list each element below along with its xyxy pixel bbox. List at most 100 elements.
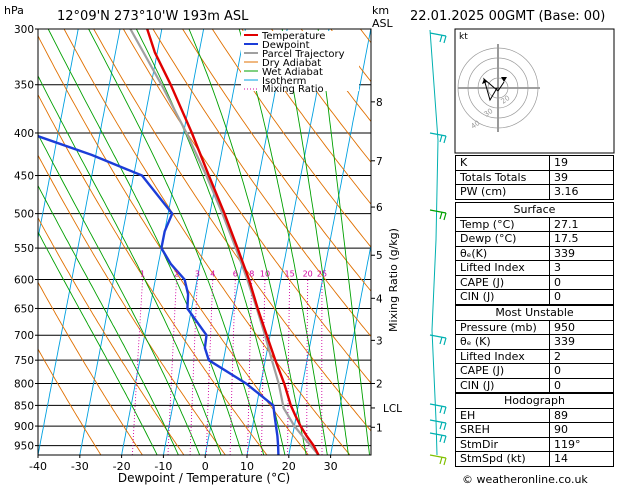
isotherm-line [204,29,288,455]
table-row: StmSpd (kt) 14 [455,451,614,467]
hodograph-table: Hodograph EH 89 SREH 90 StmDir 119° StmSpd … [455,393,614,467]
legend-isotherm: Isotherm [262,76,306,87]
legend-temperature: Temperature [261,31,325,42]
wet-adiabat-line [238,29,328,455]
surface-thetae-label: θₑ(K) [455,245,550,261]
mu-lifted-index-label: Lifted Index [455,348,550,364]
hodograph-storm-marker-icon [501,77,507,82]
mixing-ratio-line [306,279,309,455]
surface-thetae-value: 339 [549,245,614,261]
hodograph-frame [454,28,615,154]
height-tick-label: 1 [376,422,383,434]
stmdir-label: StmDir [455,436,550,452]
wind-barb-icon [429,334,447,346]
pressure-axis: 300 350 400 450 500 550 600 650 700 750 800 850 900 9… [14,24,38,453]
wet-adiabat-line [38,231,158,455]
skewt-profiles [38,29,320,455]
temperature-tick-label: -10 [154,460,172,473]
k-index-value: 19 [549,155,614,171]
surface-cin-label: CIN (J) [455,289,550,305]
isotherm-line [38,29,121,455]
pressure-tick-label: 600 [14,275,34,287]
mixing-ratio-label: 2 [174,270,179,279]
mixing-ratio-label: 20 [303,270,313,279]
dry-adiabat-line [38,348,102,455]
mixing-ratio-line [229,279,236,455]
legend-dewpoint: Dewpoint [262,40,310,51]
mixing-ratio-label: 3 [195,270,200,279]
temperature-axis: -40 -30 -20 -10 0 10 20 30 [29,455,338,473]
k-index-label: K [455,155,550,171]
dry-adiabat-line [93,29,371,432]
temperature-tick-label: -40 [29,460,47,473]
legend-wet-adiabat: Wet Adiabat [262,67,323,78]
wet-adiabat-line [38,133,201,455]
height-tick-label: 8 [376,97,383,109]
height-tick-label: 7 [376,156,383,168]
wind-barb-icon [429,32,447,44]
wet-adiabat-line [281,29,349,455]
hodograph-ring [457,47,539,129]
table-row: θₑ(K) 339 [455,245,614,261]
dry-adiabat-line [63,29,351,455]
pressure-tick-label: 750 [14,355,34,367]
pw-label: PW (cm) [455,184,550,200]
wind-barb-icon [429,419,447,431]
mu-pressure-label: Pressure (mb) [455,319,550,335]
legend: Temperature Dewpoint Parcel Trajectory D… [241,31,359,95]
mu-cin-value: 0 [549,377,614,393]
table-row: θₑ (K) 339 [455,334,614,350]
x-axis-label: Dewpoint / Temperature (°C) [118,471,290,485]
temperature-tick-label: 0 [202,460,209,473]
height-tick-label: 4 [376,293,383,305]
pressure-tick-label: 500 [14,209,34,221]
dry-adiabat-line [122,29,371,384]
height-tick-label: 5 [376,250,383,262]
isotherm-line [330,242,371,455]
table-row: Totals Totals 39 [455,169,614,185]
table-row: Lifted Index 2 [455,348,614,364]
pressure-tick-label: 900 [14,421,34,433]
wind-barb-icon [429,132,447,144]
stmspd-value: 14 [549,451,614,467]
dewpoint-profile-line [38,134,280,455]
mu-thetae-value: 339 [549,334,614,350]
height-tick-label: 3 [376,335,383,347]
hodograph-rings [457,44,540,132]
height-tick-label: 2 [376,379,383,391]
dry-adiabat-line [38,154,226,455]
totals-totals-label: Totals Totals [455,169,550,185]
mixing-ratio-line [261,279,266,455]
temperature-tick-label: -30 [71,460,89,473]
surface-lifted-index-label: Lifted Index [455,260,550,276]
pressure-tick-label: 700 [14,330,34,342]
hodograph-ring [487,77,509,99]
eh-value: 89 [549,407,614,423]
wind-profile-line [429,29,439,456]
surface-dewp-value: 17.5 [549,231,614,247]
mu-cape-value: 0 [549,363,614,379]
wind-barbs-column [429,29,447,466]
table-row: CAPE (J) 0 [455,274,614,290]
pressure-tick-label: 400 [14,128,34,140]
mixing-ratio-label: 1 [140,270,145,279]
pressure-tick-label: 650 [14,304,34,316]
pressure-tick-label: 850 [14,400,34,412]
dry-adiabat-line [211,29,371,248]
pw-value: 3.16 [549,184,614,200]
surface-cape-value: 0 [549,274,614,290]
surface-cape-label: CAPE (J) [455,274,550,290]
dry-adiabat-line [270,29,371,164]
mu-thetae-label: θₑ (K) [455,334,550,350]
temperature-tick-label: 30 [324,460,338,473]
mixing-ratio-line [247,279,253,455]
surface-dewp-label: Dewp (°C) [455,231,550,247]
hodograph-ring [467,57,529,119]
mixing-ratio-line [167,279,177,455]
surface-cin-value: 0 [549,289,614,305]
indices-table-top: K 19 Totals Totals 39 PW (cm) 3.16 [455,155,614,200]
height-unit-km: km [372,4,389,17]
mixing-ratio-label: 15 [285,270,295,279]
table-row: StmDir 119° [455,436,614,452]
